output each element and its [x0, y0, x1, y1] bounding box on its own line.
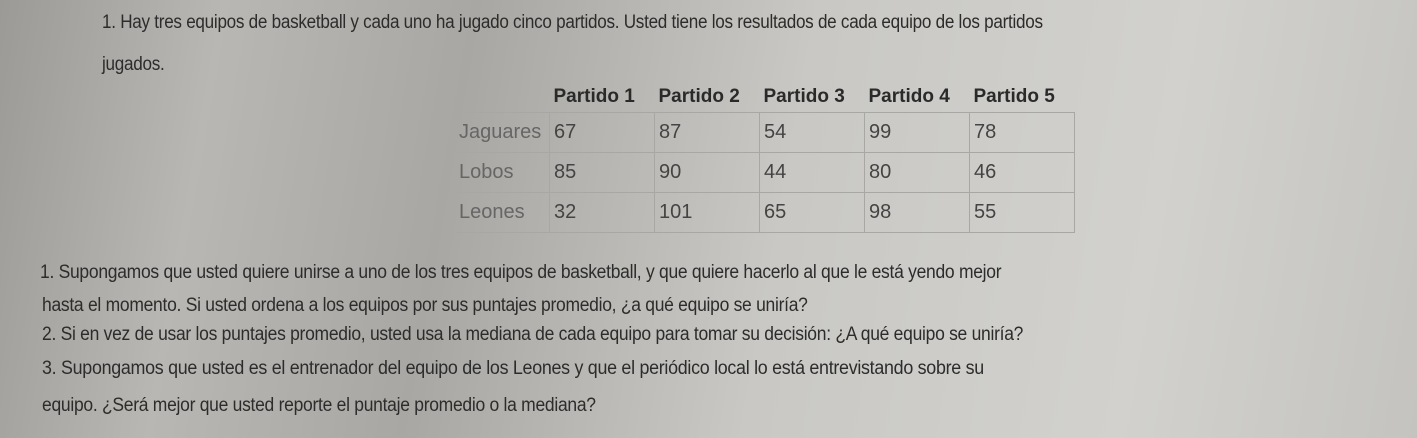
score-cell: 99	[864, 112, 970, 153]
score-cell: 46	[969, 152, 1075, 193]
score-cell: 78	[969, 112, 1075, 153]
header-cell	[455, 82, 550, 113]
score-cell: 67	[549, 112, 655, 153]
question-2: 2. Si en vez de usar los puntajes promed…	[42, 324, 1024, 345]
score-cell: 65	[759, 192, 865, 233]
question-3-continued: equipo. ¿Será mejor que usted reporte el…	[42, 395, 596, 416]
intro-text-continued: jugados.	[102, 54, 165, 75]
score-cell: 85	[549, 152, 655, 193]
score-cell: 44	[759, 152, 865, 193]
question-1: 1. Supongamos que usted quiere unirse a …	[40, 262, 1002, 283]
score-cell: 55	[969, 192, 1075, 233]
score-cell: 54	[759, 112, 865, 153]
table-row: Lobos 85 90 44 80 46	[455, 152, 1075, 193]
question-3: 3. Supongamos que usted es el entrenador…	[42, 358, 984, 379]
score-cell: 80	[864, 152, 970, 193]
intro-text: 1. Hay tres equipos de basketball y cada…	[102, 12, 1043, 33]
team-name: Leones	[455, 192, 550, 233]
header-cell: Partido 3	[763, 86, 845, 107]
score-cell: 87	[654, 112, 760, 153]
team-name: Jaguares	[455, 112, 550, 153]
team-name: Lobos	[455, 152, 550, 193]
question-1-continued: hasta el momento. Si usted ordena a los …	[42, 295, 808, 316]
header-cell: Partido 4	[868, 86, 950, 107]
score-cell: 90	[654, 152, 760, 193]
score-cell: 101	[654, 192, 760, 233]
table-row: Jaguares 67 87 54 99 78	[455, 112, 1075, 153]
header-cell: Partido 5	[973, 86, 1055, 107]
score-cell: 98	[864, 192, 970, 233]
header-cell: Partido 1	[553, 86, 635, 107]
table-row: Leones 32 101 65 98 55	[455, 192, 1075, 233]
table-header-row: Partido 1 Partido 2 Partido 3 Partido 4 …	[455, 82, 1075, 113]
header-cell: Partido 2	[658, 86, 740, 107]
score-cell: 32	[549, 192, 655, 233]
scores-table: Partido 1 Partido 2 Partido 3 Partido 4 …	[455, 82, 1075, 233]
